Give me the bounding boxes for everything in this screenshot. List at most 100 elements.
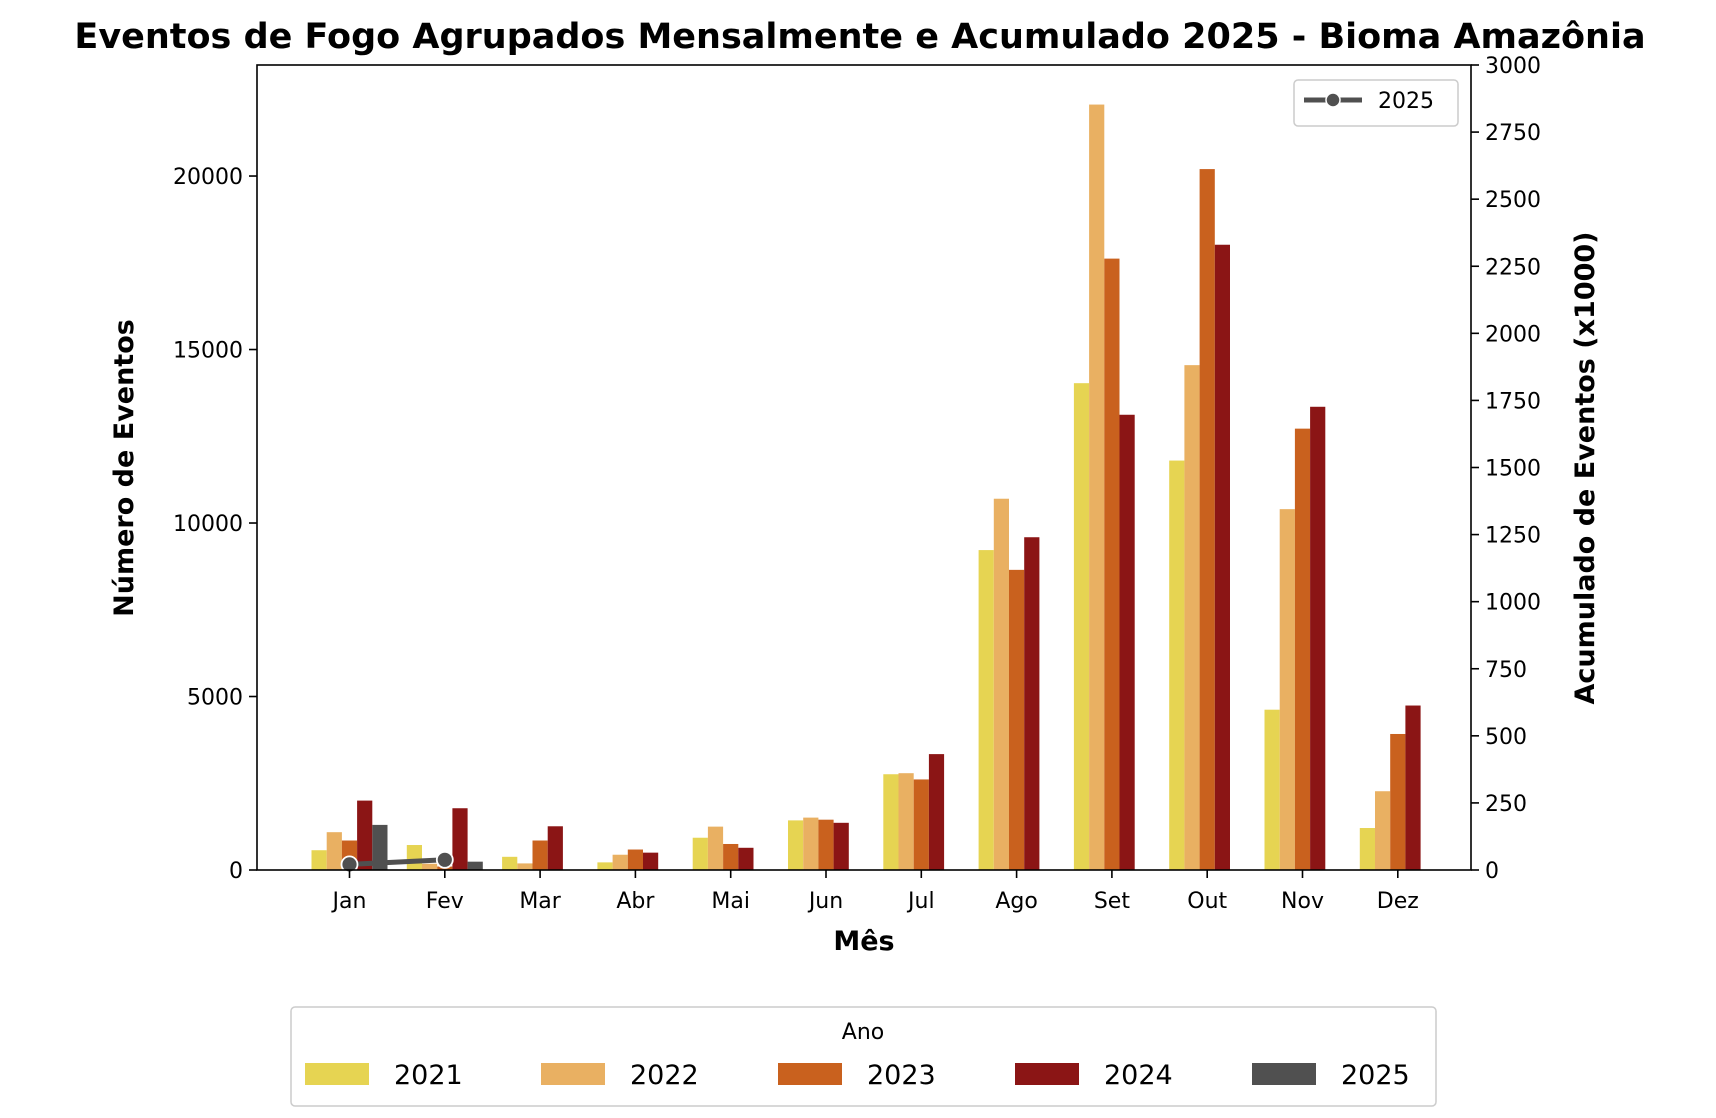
bars-layer [311,104,1421,871]
bar-2023-Abr [627,849,643,870]
y2-tick-label-0: 0 [1485,859,1499,884]
bar-2022-Jun [803,817,819,870]
y-axis-right: 0 250 500 750 1000 1250 1500 1750 2000 2250 2500 27… [1471,54,1541,884]
bar-2022-Nov [1279,509,1295,870]
bar-2021-Nov [1264,709,1280,870]
cumulative-line-2025 [347,857,448,867]
chart-title: Eventos de Fogo Agrupados Mensalmente e … [74,17,1645,57]
y2-tick-label-2500: 2500 [1485,188,1541,213]
y2-tick-label-1750: 1750 [1485,389,1541,414]
line-legend-label: 2025 [1378,89,1434,114]
x-tick-label-Abr: Abr [616,889,655,914]
y2-tick-label-2750: 2750 [1485,121,1541,146]
bar-2023-Mar [532,840,548,870]
legend-label-2025: 2025 [1341,1060,1410,1091]
x-tick-label-Jun: Jun [807,889,843,914]
y2-tick-label-1250: 1250 [1485,524,1541,549]
bar-2023-Nov [1294,428,1311,870]
cumulative-point-Fev [435,850,454,869]
x-tick-label-Out: Out [1187,889,1227,914]
x-tick-label-Ago: Ago [995,889,1037,914]
bar-2021-Mar [502,856,518,870]
bar-2023-Ago [1009,569,1025,870]
x-axis: Jan Fev Mar Abr Mai Jun Jul Ago Set Out Nov Dez [331,870,1419,914]
bar-2023-Jul [913,779,929,870]
legend-label-2021: 2021 [394,1060,463,1091]
bar-2022-Fev [422,863,438,870]
y-axis-left: 0 5000 10000 15000 20000 [173,165,257,884]
cumulative-line-layer [340,850,454,874]
x-tick-label-Jul: Jul [906,889,935,914]
y-tick-label-20000: 20000 [173,165,243,190]
bar-2022-Jul [898,773,914,870]
bar-2022-Abr [612,854,628,870]
bar-2024-Ago [1024,537,1040,870]
bar-2023-Jun [818,819,834,870]
legend-label-2024: 2024 [1104,1060,1173,1091]
x-axis-title: Mês [833,926,894,957]
bar-2022-Dez [1375,791,1391,870]
y2-tick-label-2000: 2000 [1485,322,1541,347]
y-tick-label-0: 0 [229,859,243,884]
bar-2021-Jun [788,820,804,870]
y2-tick-label-250: 250 [1485,792,1527,817]
bar-2022-Mai [707,826,724,870]
bar-2024-Fev [452,808,468,870]
bar-2023-Set [1104,258,1120,870]
line-legend: 2025 [1293,79,1459,127]
x-tick-label-Jan: Jan [331,889,367,914]
legend-swatch-2021 [305,1063,369,1085]
bar-2024-Set [1119,414,1135,870]
bar-2021-Abr [597,862,613,870]
x-tick-label-Nov: Nov [1281,889,1324,914]
legend-swatch-2022 [541,1063,605,1085]
bar-2022-Out [1184,365,1200,870]
bar-2022-Ago [993,498,1009,870]
line-legend-box [1293,79,1459,127]
bar-2023-Out [1199,169,1215,871]
y2-tick-label-500: 500 [1485,725,1527,750]
bar-2024-Abr [643,852,659,870]
y2-axis-title: Acumulado de Eventos (x1000) [1570,231,1601,704]
bar-2024-Mar [547,826,563,870]
legend-swatch-2025 [1252,1063,1316,1085]
bar-2024-Jun [833,822,849,870]
bar-2022-Mar [517,863,533,870]
y-tick-label-15000: 15000 [173,339,243,364]
bar-2021-Jul [883,774,899,870]
bar-2021-Fev [406,845,422,870]
y2-tick-label-2250: 2250 [1485,255,1541,280]
x-tick-label-Mai: Mai [711,889,750,914]
y2-tick-label-750: 750 [1485,658,1527,683]
x-tick-label-Mar: Mar [519,889,561,914]
bar-2021-Mai [692,837,708,870]
bar-2021-Ago [978,550,994,870]
bar-2024-Jul [928,754,945,870]
bar-2024-Nov [1310,406,1326,870]
y2-tick-label-1000: 1000 [1485,591,1541,616]
legend-swatch-2024 [1015,1063,1079,1085]
y-tick-label-5000: 5000 [187,686,243,711]
bar-2022-Set [1089,104,1105,870]
bar-2024-Mai [738,847,754,870]
x-tick-label-Fev: Fev [426,889,464,914]
y-tick-label-10000: 10000 [173,512,243,537]
y-axis-title: Número de Eventos [109,319,140,617]
bar-2022-Jan [326,832,342,870]
bottom-legend: Ano 2021 2022 2023 2024 2025 [290,1006,1437,1107]
bar-2021-Dez [1359,828,1375,870]
bar-2023-Dez [1390,733,1406,870]
line-legend-marker [1325,92,1341,108]
legend-label-2022: 2022 [630,1060,699,1091]
bar-2021-Set [1073,383,1090,870]
bar-2024-Dez [1405,705,1421,870]
bar-2025-Jan [372,824,388,870]
y2-tick-label-1500: 1500 [1485,457,1541,482]
bar-2023-Mai [723,843,739,870]
legend-swatch-2023 [778,1063,842,1085]
bar-2021-Jan [311,850,327,870]
x-tick-label-Set: Set [1094,889,1131,914]
y2-tick-label-3000: 3000 [1485,54,1541,79]
bottom-legend-title: Ano [842,1020,884,1045]
